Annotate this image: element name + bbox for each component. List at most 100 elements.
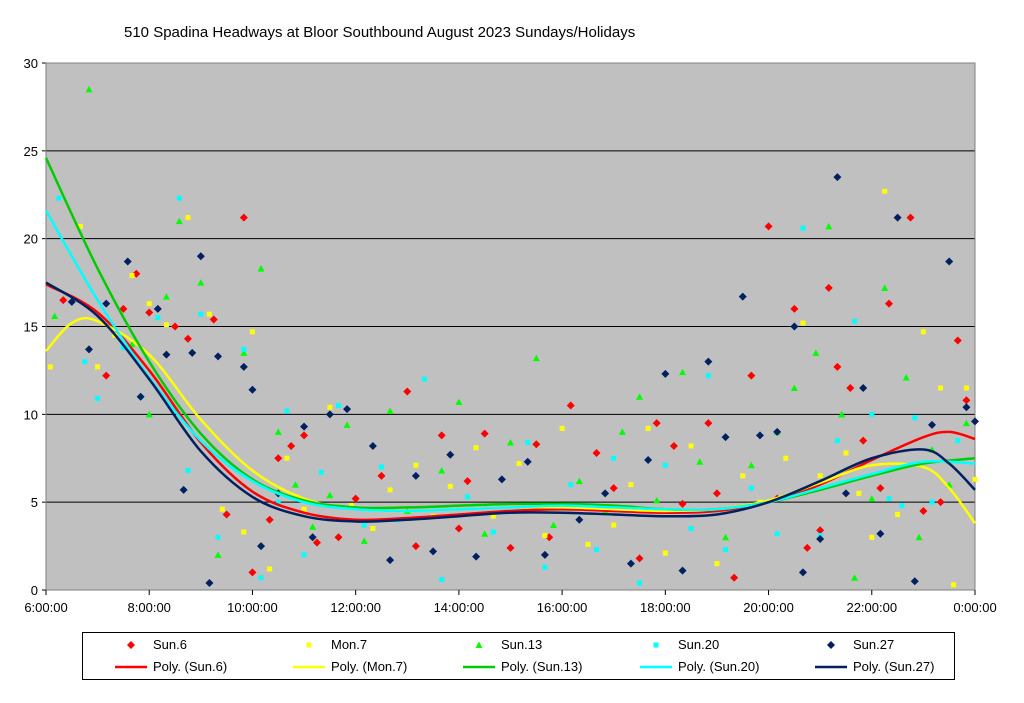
data-point [893,213,902,222]
data-point [179,485,188,494]
data-point [153,304,162,313]
data-point [825,222,833,230]
data-point [481,530,489,537]
data-point [851,574,859,581]
data-point [214,551,222,558]
data-point [927,420,936,429]
data-point [188,348,197,357]
data-point [258,575,264,581]
data-point [497,475,506,484]
data-point [119,304,128,313]
data-point [300,431,309,440]
data-point [688,443,694,449]
data-point [653,496,661,504]
data-point [146,301,152,307]
data-point [334,533,343,542]
data-point [721,433,730,442]
data-point [95,396,101,402]
legend-label: Poly. (Sun.27) [853,659,935,674]
legend-item: Poly. (Mon.7) [291,659,407,674]
data-point [370,526,376,532]
data-point [609,484,618,493]
legend-label: Poly. (Sun.20) [678,659,760,674]
data-point [176,195,182,201]
data-point [219,506,225,512]
data-point [790,384,798,391]
legend-marker [461,639,497,651]
x-tick-label: 6:00:00 [24,600,67,615]
data-point [723,547,729,553]
data-point [377,471,386,480]
legend-label: Sun.20 [678,637,720,652]
data-point [240,349,248,356]
data-point [902,373,910,381]
data-point [284,455,290,461]
data-point [790,304,799,313]
data-point [438,467,446,474]
data-point [480,429,489,438]
data-point [343,421,351,428]
data-point [972,476,978,482]
data-point [740,473,746,479]
data-point [669,441,678,450]
data-point [906,213,915,222]
data-point [532,354,540,362]
data-point [637,580,643,586]
legend-marker-shape [475,641,483,648]
data-point [301,506,307,512]
data-point [413,462,419,468]
data-point [859,436,868,445]
data-point [429,547,438,556]
data-point [274,428,282,435]
data-point [575,515,584,524]
data-point [265,515,274,524]
x-tick-label: 14:00:00 [434,600,485,615]
data-point [800,225,806,231]
data-point [696,458,704,465]
data-point [783,455,789,461]
data-point [626,559,635,568]
data-point [662,550,668,556]
data-point [525,439,531,445]
data-point [876,529,885,538]
legend-label: Sun.27 [853,637,895,652]
data-point [747,371,756,380]
data-point [325,410,334,419]
trendline-poly-sun-20 [44,209,976,513]
data-point [594,547,600,553]
data-point [635,554,644,563]
y-tick-label: 25 [24,144,38,159]
data-point [287,441,296,450]
data-point [214,352,223,361]
data-point [661,369,670,378]
trendline-poly-sun-13 [44,157,976,512]
data-point [722,533,730,541]
data-point [963,385,969,391]
data-point [327,404,333,410]
y-tick-label: 20 [24,232,38,247]
data-point [816,526,825,535]
data-point [962,403,971,412]
data-point [129,273,135,279]
legend-label: Sun.6 [153,637,187,652]
legend-line-swatch [291,661,327,673]
data-point [386,407,394,414]
data-point [575,477,583,485]
data-point [962,419,970,427]
data-point [205,578,214,587]
data-point [291,481,299,488]
x-tick-label: 16:00:00 [537,600,588,615]
legend-item: Poly. (Sun.20) [638,659,759,674]
data-point [938,385,944,391]
data-point [239,362,248,371]
data-point [915,533,923,541]
data-point [183,334,192,343]
data-point [882,188,888,194]
data-point [856,490,862,496]
data-point [95,364,101,370]
data-point [120,345,126,351]
data-point [920,329,926,335]
data-point [403,387,412,396]
data-point [490,529,496,535]
data-point [241,346,247,352]
